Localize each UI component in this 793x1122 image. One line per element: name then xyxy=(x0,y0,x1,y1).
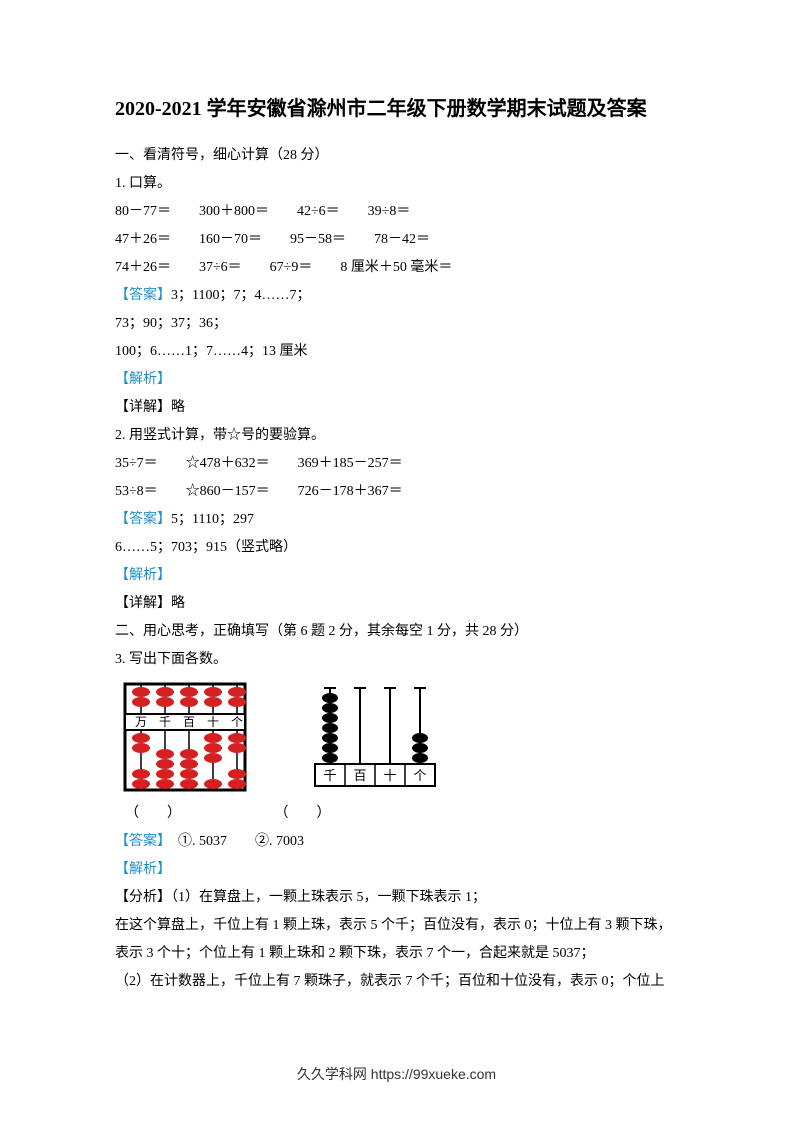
q1-row: 47＋26＝ 160－70＝ 95－58＝ 78－42＝ xyxy=(115,226,678,254)
answer-label: 【答案】 xyxy=(115,512,171,527)
q1-row: 80－77＝ 300＋800＝ 42÷6＝ 39÷8＝ xyxy=(115,198,678,226)
answer-label: 【答案】 xyxy=(115,288,171,303)
q1-row: 74＋26＝ 37÷6＝ 67÷9＝ 8 厘米＋50 毫米＝ xyxy=(115,254,678,282)
abacus2-svg: 千 百 十 个 xyxy=(310,682,440,794)
analysis-line: 表示 3 个十；个位上有 1 颗上珠和 2 颗下珠，表示 7 个一，合起来就是 … xyxy=(115,940,678,968)
abacus1-svg: 万 千 百 十 个 xyxy=(115,682,255,794)
section1-heading: 一、看清符号，细心计算（28 分） xyxy=(115,142,678,170)
svg-text:十: 十 xyxy=(207,715,219,729)
explain-label: 【解析】 xyxy=(115,372,171,387)
q2-explain: 【解析】 xyxy=(115,562,678,590)
q2-answer-line: 6……5；703；915（竖式略） xyxy=(115,534,678,562)
q2-detail: 【详解】略 xyxy=(115,590,678,618)
q1-answer-line: 73；90；37；36； xyxy=(115,310,678,338)
answer-text: 5；1110；297 xyxy=(171,512,254,527)
svg-text:个: 个 xyxy=(231,715,243,729)
svg-text:千: 千 xyxy=(159,715,171,729)
abacus-row: 万 千 百 十 个 xyxy=(115,682,678,794)
analysis-line: 在这个算盘上，千位上有 1 颗上珠，表示 5 个千；百位没有，表示 0；十位上有… xyxy=(115,912,678,940)
q1-answer-line: 100；6……1；7……4；13 厘米 xyxy=(115,338,678,366)
explain-label: 【解析】 xyxy=(115,862,171,877)
page-title: 2020-2021 学年安徽省滁州市二年级下册数学期末试题及答案 xyxy=(115,90,678,128)
q2-row: 53÷8＝ ☆860－157＝ 726－178＋367＝ xyxy=(115,478,678,506)
q2-answer: 【答案】5；1110；297 xyxy=(115,506,678,534)
svg-text:十: 十 xyxy=(383,768,396,783)
svg-text:个: 个 xyxy=(413,768,426,783)
svg-text:百: 百 xyxy=(183,715,195,729)
section2-heading: 二、用心思考，正确填写（第 6 题 2 分，其余每空 1 分，共 28 分） xyxy=(115,618,678,646)
analysis-line: （2）在计数器上，千位上有 7 颗珠子，就表示 7 个千；百位和十位没有，表示 … xyxy=(115,968,678,996)
q2-label: 2. 用竖式计算，带☆号的要验算。 xyxy=(115,422,678,450)
q3-label: 3. 写出下面各数。 xyxy=(115,646,678,674)
q1-answer: 【答案】3；1100；7；4……7； xyxy=(115,282,678,310)
answer-label: 【答案】 xyxy=(115,834,164,849)
q3-explain: 【解析】 xyxy=(115,856,678,884)
answer-text: 3；1100；7；4……7； xyxy=(171,288,310,303)
svg-text:万: 万 xyxy=(135,715,147,729)
svg-text:千: 千 xyxy=(323,768,336,783)
paren1: （ ） xyxy=(125,800,181,828)
page-footer: 久久学科网 https://99xueke.com xyxy=(0,1064,793,1084)
q1-explain: 【解析】 xyxy=(115,366,678,394)
q2-row: 35÷7＝ ☆478＋632＝ 369＋185－257＝ xyxy=(115,450,678,478)
q1-label: 1. 口算。 xyxy=(115,170,678,198)
q3-answer: 【答案】 ①. 5037 ②. 7003 xyxy=(115,828,678,856)
q1-detail: 【详解】略 xyxy=(115,394,678,422)
paren2: （ ） xyxy=(275,800,331,828)
analysis-line: 【分析】（1）在算盘上，一颗上珠表示 5，一颗下珠表示 1； xyxy=(115,884,678,912)
svg-text:百: 百 xyxy=(353,768,366,783)
explain-label: 【解析】 xyxy=(115,568,171,583)
paren-row: （ ） （ ） xyxy=(115,800,678,828)
answer-text: ①. 5037 ②. 7003 xyxy=(164,834,304,849)
